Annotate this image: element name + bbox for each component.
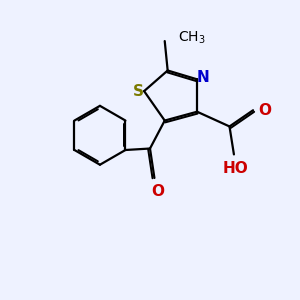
Text: O: O [258,103,272,118]
Text: S: S [133,84,144,99]
Text: HO: HO [223,161,248,176]
Text: CH$_3$: CH$_3$ [178,30,206,46]
Text: O: O [152,184,164,200]
Text: N: N [196,70,209,86]
